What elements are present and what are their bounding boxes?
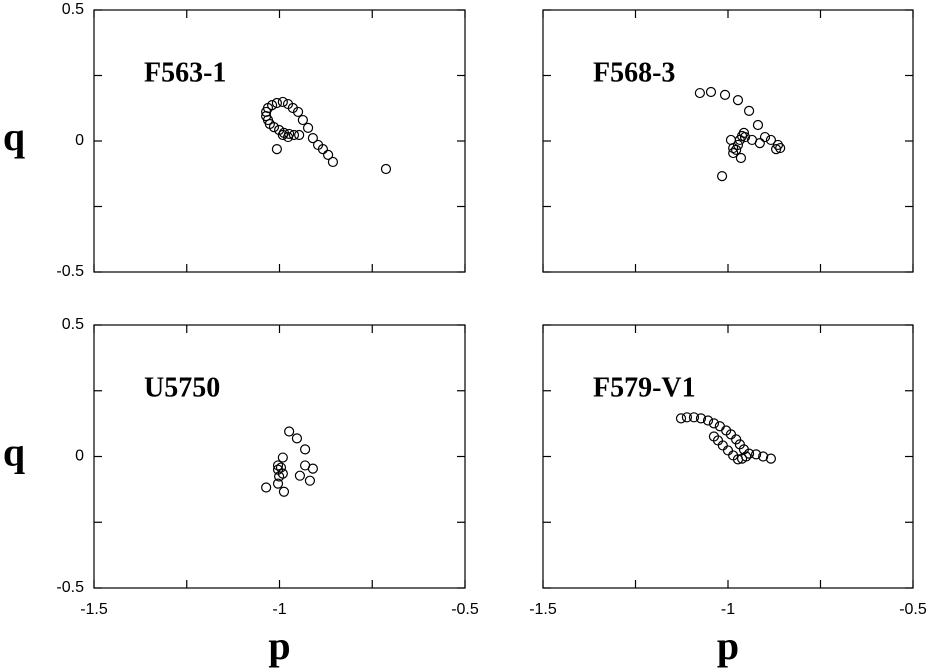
plot-frame	[542, 9, 914, 273]
point	[268, 122, 280, 133]
plot-frame	[542, 324, 914, 589]
point	[728, 147, 739, 159]
point	[272, 478, 284, 489]
point	[725, 134, 737, 146]
point	[770, 144, 782, 155]
point	[307, 133, 318, 144]
point	[272, 460, 284, 471]
point	[722, 445, 734, 456]
point	[271, 97, 283, 109]
panel-title: F568-3	[593, 57, 675, 88]
point	[294, 470, 306, 481]
panel-title: F563-1	[144, 57, 226, 88]
point	[278, 486, 290, 497]
point	[297, 114, 308, 126]
point	[275, 462, 287, 473]
point	[675, 413, 687, 424]
point	[282, 131, 294, 143]
point	[681, 412, 693, 423]
point	[719, 89, 731, 100]
y-tick-label: 0	[75, 448, 84, 465]
point	[759, 131, 771, 143]
point	[705, 86, 717, 98]
panel-title: U5750	[144, 372, 220, 403]
point	[323, 149, 334, 160]
point	[743, 105, 755, 116]
x-tick-label: -1	[721, 601, 735, 618]
point	[751, 449, 762, 460]
point	[732, 95, 744, 106]
y-tick-label: -0.5	[56, 579, 84, 596]
point	[741, 451, 752, 462]
point	[731, 144, 742, 156]
point	[694, 87, 705, 99]
point	[307, 463, 318, 474]
x-tick-label: -1.5	[529, 601, 557, 618]
point	[380, 163, 392, 175]
y-tick-label: -0.5	[56, 263, 84, 280]
point	[299, 444, 311, 455]
y-axis-label: q	[3, 430, 25, 475]
x-axis-label: p	[268, 623, 290, 668]
point	[754, 137, 765, 149]
x-tick-label: -1.5	[80, 601, 108, 618]
point	[695, 413, 707, 424]
point	[291, 433, 303, 444]
point	[292, 106, 304, 118]
point	[717, 440, 728, 451]
plot-frame	[93, 9, 466, 273]
point	[327, 156, 339, 168]
point	[708, 418, 720, 429]
point	[743, 448, 755, 459]
point	[765, 453, 777, 464]
point	[277, 468, 288, 479]
point	[277, 452, 288, 463]
point	[284, 426, 295, 437]
x-tick-label: -0.5	[899, 601, 927, 618]
point	[702, 415, 714, 426]
point	[688, 412, 700, 423]
point	[302, 122, 314, 134]
point	[261, 482, 272, 493]
point	[271, 144, 283, 155]
y-tick-label: 0	[75, 132, 84, 149]
point	[294, 129, 305, 141]
point	[735, 152, 747, 164]
point	[739, 131, 751, 143]
y-tick-label: 0.5	[62, 1, 84, 18]
point	[317, 144, 329, 155]
point	[765, 134, 777, 146]
plot-frame	[93, 324, 466, 589]
y-axis-label: q	[3, 114, 25, 159]
point	[752, 119, 764, 131]
y-tick-label: 0.5	[62, 316, 84, 333]
x-tick-label: -0.5	[451, 601, 479, 618]
x-tick-label: -1	[272, 601, 286, 618]
panel-title: F579-V1	[593, 372, 696, 403]
x-axis-label: p	[717, 623, 739, 668]
point	[758, 451, 769, 462]
point	[277, 96, 288, 108]
point	[775, 142, 786, 154]
point	[288, 129, 300, 141]
point	[716, 171, 728, 182]
point	[304, 475, 316, 486]
point	[277, 129, 288, 141]
